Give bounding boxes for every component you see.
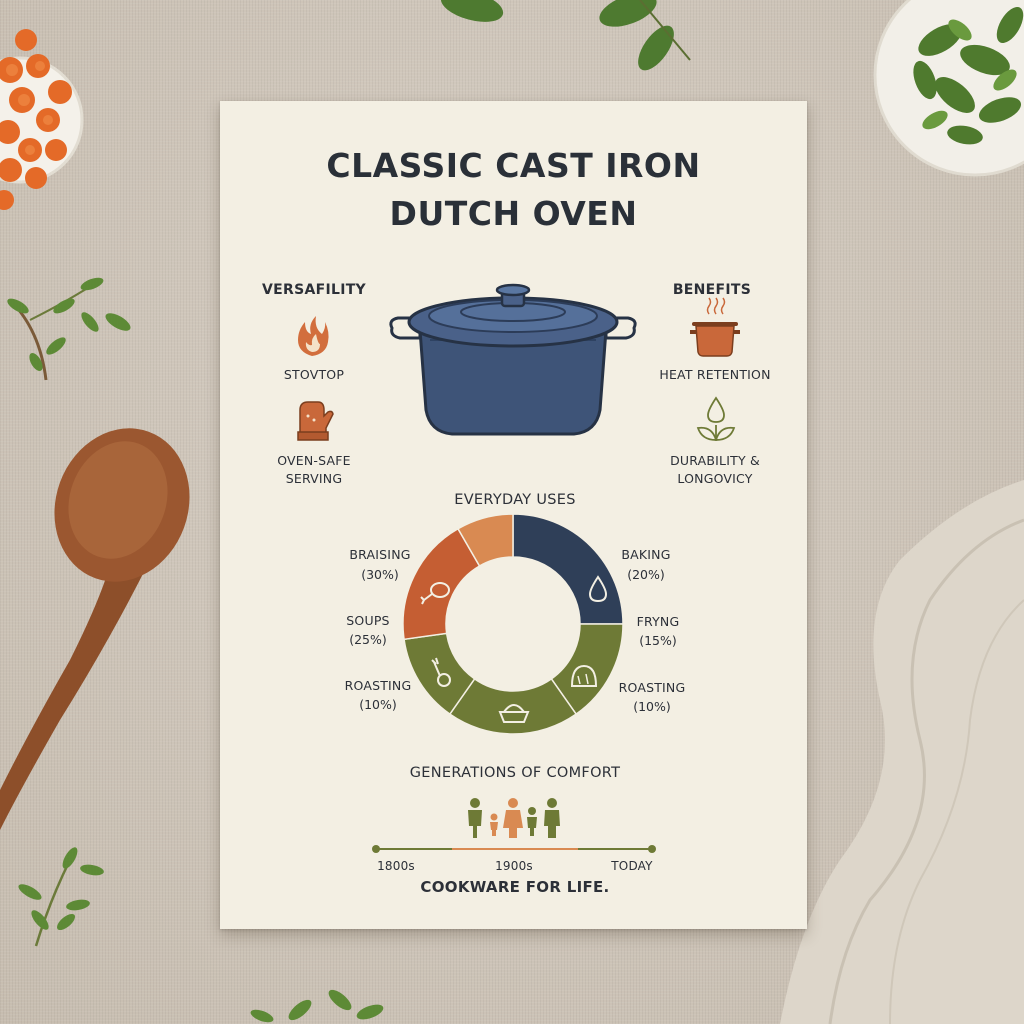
wooden-spoon (0, 428, 190, 830)
chart-label-braising: BRAISING (349, 547, 411, 562)
carrot-bowl (0, 29, 84, 210)
versatility-heading: VERSAFILITY (262, 282, 366, 298)
linen-towel (780, 480, 1024, 1024)
chart-value-roasting-left: (10%) (359, 697, 397, 712)
drop-leaf-icon (696, 396, 736, 441)
longevity-label: LONGOVICY (677, 471, 753, 486)
oven-mitt-icon (297, 401, 334, 441)
water-drop-icon (588, 575, 608, 603)
basil-leaves (440, 0, 691, 71)
greens-bowl (873, 0, 1024, 177)
chart-label-frying: FRYNG (636, 614, 680, 629)
everyday-uses-donut-chart (402, 513, 624, 735)
family-figures-icon (468, 798, 560, 838)
chart-value-braising: (30%) (361, 567, 399, 582)
serving-label: SERVING (285, 471, 343, 486)
generations-heading: GENERATIONS OF COMFORT (409, 765, 621, 781)
timeline-today: TODAY (611, 859, 653, 873)
flame-icon (298, 316, 329, 356)
herb-sprig-center (250, 989, 384, 1023)
chart-value-baking: (20%) (627, 567, 665, 582)
drumstick-icon (420, 582, 450, 605)
heat-retention-label: HEAT RETENTION (659, 367, 771, 382)
poster-title-line1-text: CLASSIC CAST IRON (326, 146, 701, 185)
dutch-oven-illustration (389, 283, 637, 436)
bread-icon (570, 664, 598, 687)
basket-icon (498, 704, 530, 723)
timeline-bar (372, 845, 656, 853)
herb-sprig-bottom (18, 847, 104, 947)
oven-safe-label: OVEN-SAFE (277, 453, 351, 468)
chart-value-frying: (15%) (639, 633, 677, 648)
timeline-1800s: 1800s (377, 859, 415, 873)
poster-title-line2: DUTCH OVEN (389, 194, 638, 233)
steaming-pot-icon (690, 297, 740, 357)
durability-label: DURABILITY & (670, 453, 760, 468)
herb-sprig-left (7, 277, 131, 381)
tagline: COOKWARE FOR LIFE. (420, 878, 610, 896)
segment-baking (512, 513, 624, 625)
chart-label-roasting-right: ROASTING (618, 680, 686, 695)
chart-value-soups: (25%) (349, 632, 387, 647)
chart-label-roasting-left: ROASTING (344, 678, 412, 693)
everyday-uses-heading: EVERYDAY USES (454, 492, 576, 508)
stovetop-label: STOVTOP (283, 367, 345, 382)
chart-label-baking: BAKING (621, 547, 671, 562)
chicken-leg-icon (431, 657, 451, 687)
segment-braising-top (456, 513, 514, 568)
benefits-heading: BENEFITS (672, 282, 752, 298)
chart-label-soups: SOUPS (346, 613, 390, 628)
timeline-1900s: 1900s (495, 859, 533, 873)
chart-value-roasting-right: (10%) (633, 699, 671, 714)
